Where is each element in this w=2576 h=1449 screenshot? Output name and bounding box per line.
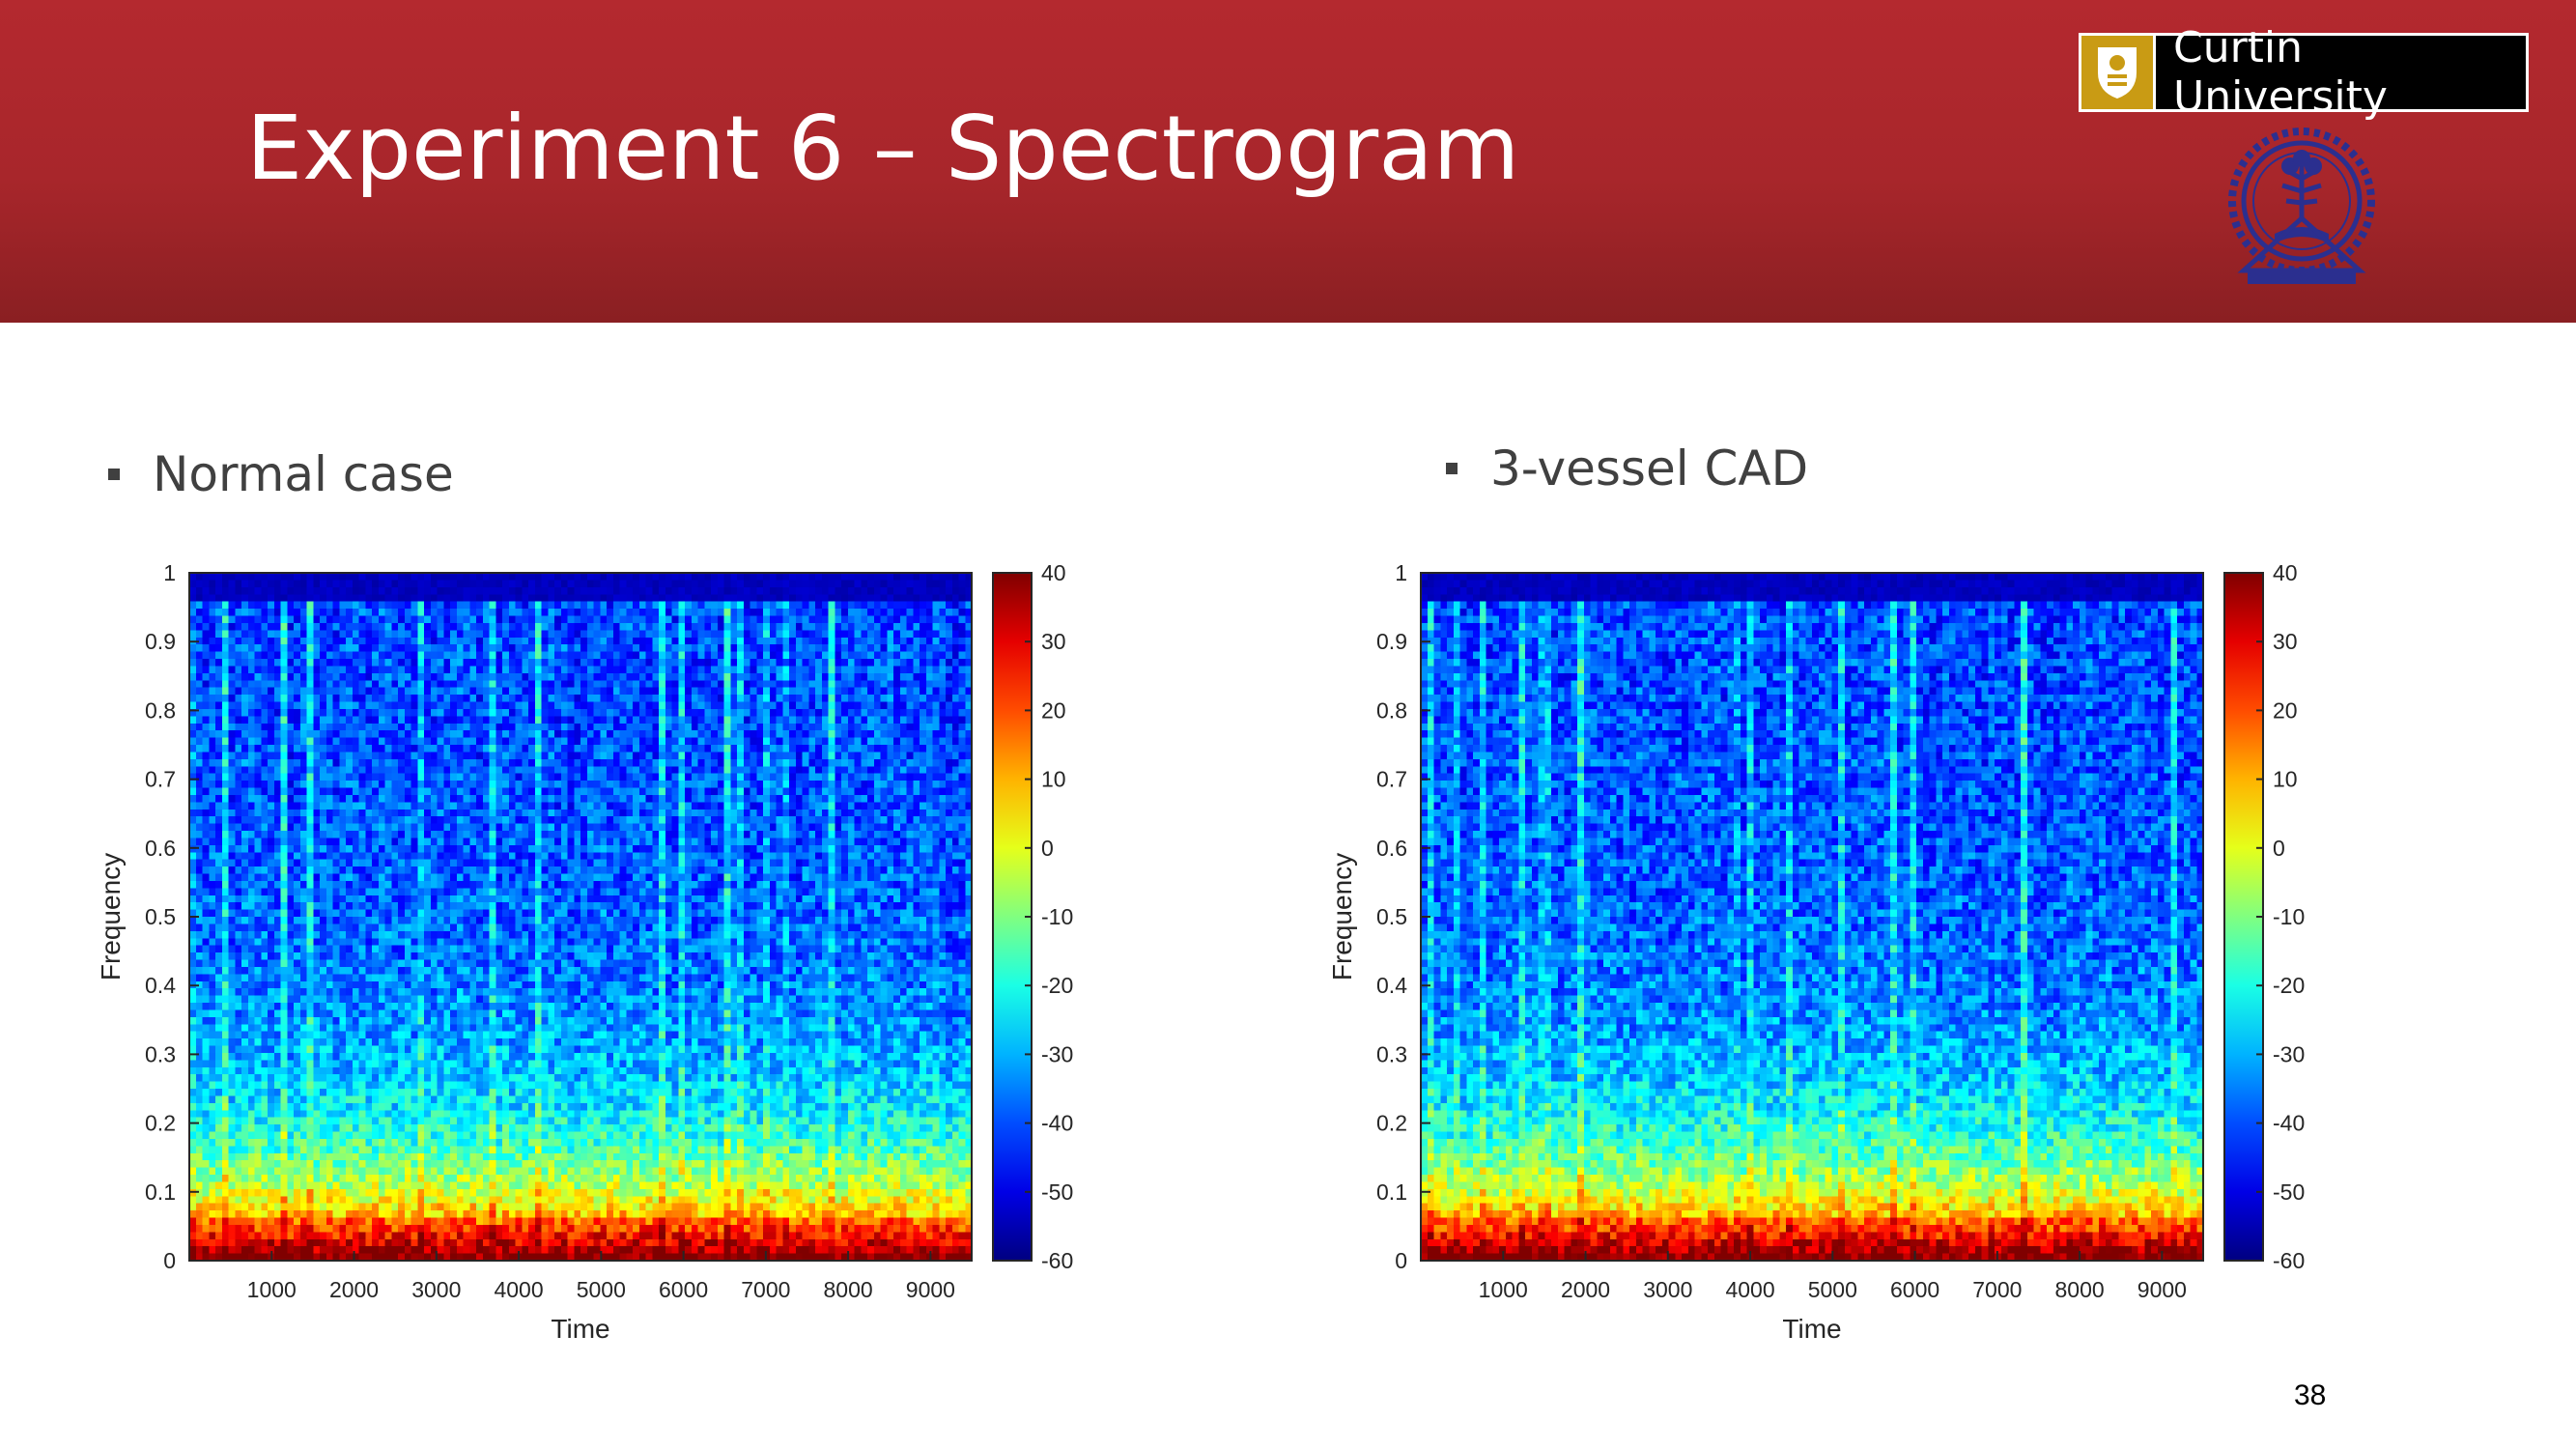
y-tick-label: 0.4 (1376, 973, 1407, 998)
bullet-3-vessel-cad: 3-vessel CAD (1446, 440, 1808, 497)
y-tick-label: 0.3 (1376, 1041, 1407, 1066)
x-tick-label: 6000 (659, 1277, 708, 1302)
colorbar-tick-label: -30 (1041, 1041, 1073, 1066)
spectrogram-image (1421, 573, 2203, 1261)
colorbar-tick-label: -10 (1041, 904, 1073, 929)
colorbar-tick-label: 30 (1041, 629, 1066, 654)
caption-3-vessel-cad: 3-vessel CAD (1490, 440, 1809, 497)
curtin-logo-text: Curtin University (2172, 23, 2388, 122)
x-tick-label: 9000 (2137, 1277, 2187, 1302)
colorbar-tick-label: -10 (2273, 904, 2305, 929)
colorbar-tick-label: 0 (1041, 836, 1054, 861)
colorbar-tick-label: -60 (1041, 1248, 1073, 1273)
y-tick-label: 0.8 (1376, 697, 1407, 723)
bullet-normal-case: Normal case (108, 446, 454, 502)
y-tick-label: 0 (163, 1248, 176, 1273)
colorbar-tick-label: -50 (2273, 1179, 2305, 1205)
y-axis-label: Frequency (1327, 853, 1357, 980)
colorbar-tick-label: -20 (1041, 973, 1073, 998)
x-tick-label: 1000 (1479, 1277, 1528, 1302)
curtin-logo: Curtin University (2079, 23, 2529, 122)
y-axis-label: Frequency (96, 853, 126, 980)
colorbar-tick-label: 10 (2273, 767, 2298, 792)
bullet-square-icon (108, 469, 120, 480)
y-tick-label: 0.9 (1376, 629, 1407, 654)
x-axis-label: Time (551, 1314, 609, 1344)
colorbar (2223, 572, 2264, 1262)
colorbar-tick-label: 20 (1041, 697, 1066, 723)
page-number: 38 (2294, 1379, 2327, 1411)
y-tick-label: 1 (163, 560, 176, 585)
x-tick-label: 9000 (906, 1277, 955, 1302)
x-axis-label: Time (1782, 1314, 1841, 1344)
x-tick-label: 6000 (1890, 1277, 1939, 1302)
x-tick-label: 7000 (741, 1277, 790, 1302)
colorbar-tick-label: -40 (2273, 1111, 2305, 1136)
colorbar-tick-label: 20 (2273, 697, 2298, 723)
colorbar-tick-label: 40 (2273, 560, 2298, 585)
y-tick-label: 0.5 (1376, 904, 1407, 929)
y-tick-label: 0.1 (1376, 1179, 1407, 1205)
x-tick-label: 3000 (411, 1277, 461, 1302)
x-tick-label: 5000 (577, 1277, 626, 1302)
y-tick-label: 0 (1395, 1248, 1407, 1273)
colorbar-tick-label: -20 (2273, 973, 2305, 998)
y-tick-label: 0.7 (1376, 767, 1407, 792)
colorbar-tick-label: -30 (2273, 1041, 2305, 1066)
x-tick-label: 4000 (1725, 1277, 1774, 1302)
caption-normal-case: Normal case (153, 446, 454, 502)
y-tick-label: 0.6 (1376, 836, 1407, 861)
x-tick-label: 3000 (1643, 1277, 1692, 1302)
y-tick-label: 0.8 (145, 697, 176, 723)
y-tick-label: 0.6 (145, 836, 176, 861)
curtin-shield-icon (2081, 36, 2156, 109)
colorbar-tick-label: 40 (1041, 560, 1066, 585)
y-tick-label: 0.2 (145, 1111, 176, 1136)
x-tick-label: 2000 (1561, 1277, 1610, 1302)
colorbar-tick-label: 0 (2273, 836, 2285, 861)
x-tick-label: 1000 (247, 1277, 297, 1302)
y-tick-label: 1 (1395, 560, 1407, 585)
colorbar-tick-label: 30 (2273, 629, 2298, 654)
y-tick-label: 0.5 (145, 904, 176, 929)
x-tick-label: 8000 (2055, 1277, 2105, 1302)
x-tick-label: 7000 (1972, 1277, 2022, 1302)
iit-seal-icon (2226, 126, 2381, 299)
x-tick-label: 2000 (329, 1277, 379, 1302)
colorbar-tick-label: -50 (1041, 1179, 1073, 1205)
slide-title: Experiment 6 – Spectrogram (246, 97, 1520, 200)
colorbar-tick-label: -40 (1041, 1111, 1073, 1136)
y-tick-label: 0.7 (145, 767, 176, 792)
x-tick-label: 8000 (824, 1277, 873, 1302)
x-tick-label: 4000 (494, 1277, 543, 1302)
bullet-square-icon (1446, 463, 1458, 474)
y-tick-label: 0.2 (1376, 1111, 1407, 1136)
colorbar-tick-label: -60 (2273, 1248, 2305, 1273)
y-tick-label: 0.3 (145, 1041, 176, 1066)
spectrogram-image (189, 573, 972, 1261)
y-tick-label: 0.9 (145, 629, 176, 654)
y-tick-label: 0.1 (145, 1179, 176, 1205)
colorbar-tick-label: 10 (1041, 767, 1066, 792)
x-tick-label: 5000 (1808, 1277, 1857, 1302)
y-tick-label: 0.4 (145, 973, 176, 998)
